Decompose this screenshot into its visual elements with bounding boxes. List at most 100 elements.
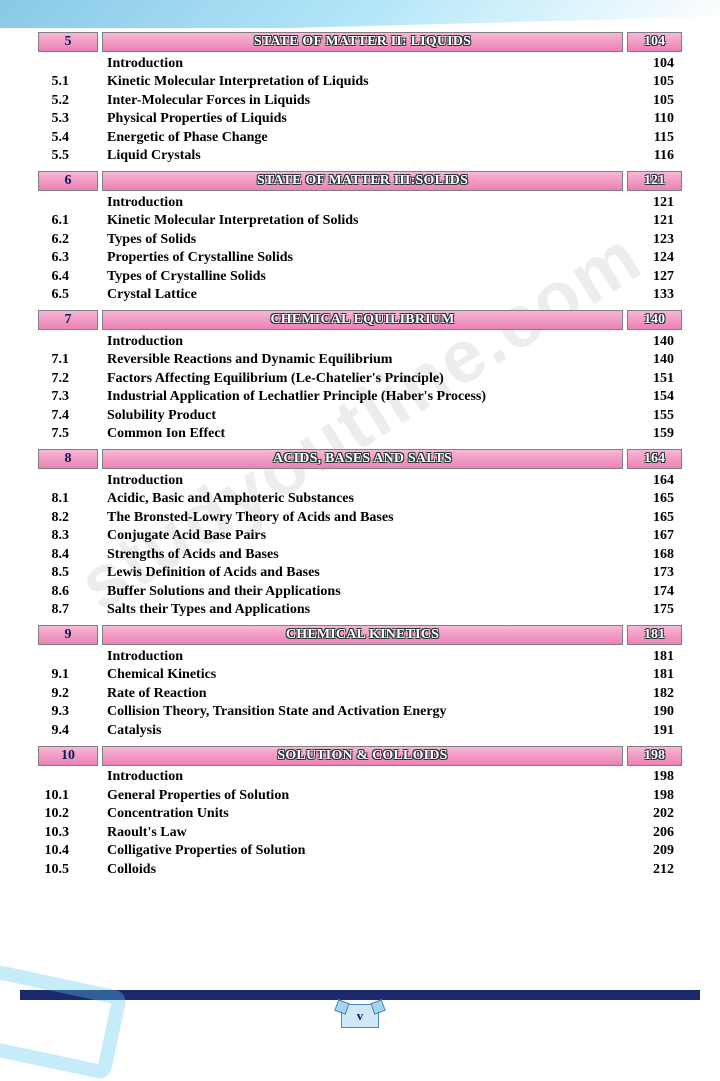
toc-row: 9.1Chemical Kinetics181 [38,666,682,685]
toc-row: 8.1Acidic, Basic and Amphoteric Substanc… [38,490,682,509]
toc-section-number: 5.3 [38,110,83,128]
toc-row: Introduction164 [38,471,682,490]
toc-section-page: 173 [632,564,682,582]
chapter-header: 9CHEMICAL KINETICS181 [38,625,682,645]
toc-row: 5.3Physical Properties of Liquids110 [38,110,682,129]
toc-row: Introduction140 [38,332,682,351]
toc-section-title: Solubility Product [83,407,632,425]
toc-section-title: Industrial Application of Lechatlier Pri… [83,388,632,406]
toc-section-page: 165 [632,509,682,527]
toc-section-number: 10.5 [38,861,83,879]
toc-section-title: Colligative Properties of Solution [83,842,632,860]
toc-section-page: 182 [632,685,682,703]
toc-section-title: Rate of Reaction [83,685,632,703]
toc-section-title: Introduction [83,194,632,212]
toc-row: 8.6Buffer Solutions and their Applicatio… [38,582,682,601]
toc-section-title: Factors Affecting Equilibrium (Le-Chatel… [83,370,632,388]
toc-section-number: 9.2 [38,685,83,703]
chapter-number-box: 8 [38,449,98,469]
toc-section-page: 198 [632,768,682,786]
toc-section-page: 168 [632,546,682,564]
chapter-title-box: SOLUTION & COLLOIDS [102,746,623,766]
toc-section-title: Introduction [83,55,632,73]
toc-section-title: Conjugate Acid Base Pairs [83,527,632,545]
toc-section-number: 9.3 [38,703,83,721]
chapter-header: 10SOLUTION & COLLOIDS198 [38,746,682,766]
toc-section-number: 8.2 [38,509,83,527]
toc-section-title: Types of Solids [83,231,632,249]
toc-section-page: 165 [632,490,682,508]
toc-section-number: 6.2 [38,231,83,249]
toc-row: 9.2Rate of Reaction182 [38,684,682,703]
toc-row: 5.2Inter-Molecular Forces in Liquids105 [38,91,682,110]
toc-section-number: 10.1 [38,787,83,805]
toc-row: 10.4Colligative Properties of Solution20… [38,842,682,861]
chapter-number-box: 7 [38,310,98,330]
toc-section-title: Acidic, Basic and Amphoteric Substances [83,490,632,508]
chapter-title-box: CHEMICAL EQUILIBRIUM [102,310,623,330]
toc-section-page: 105 [632,92,682,110]
toc-content: 5STATE OF MATTER II: LIQUIDS104Introduct… [38,32,682,885]
chapter-page-box: 121 [627,171,682,191]
chapter-page-box: 198 [627,746,682,766]
toc-row: 9.3Collision Theory, Transition State an… [38,703,682,722]
toc-section-title: The Bronsted-Lowry Theory of Acids and B… [83,509,632,527]
toc-section-page: 167 [632,527,682,545]
toc-section-number: 6.5 [38,286,83,304]
toc-section-number: 9.1 [38,666,83,684]
toc-section-page: 140 [632,351,682,369]
toc-row: 10.1General Properties of Solution198 [38,786,682,805]
toc-row: Introduction121 [38,193,682,212]
toc-section-number: 6.4 [38,268,83,286]
toc-section-page: 190 [632,703,682,721]
toc-section-number: 8.7 [38,601,83,619]
toc-section-page: 159 [632,425,682,443]
toc-row: 7.3Industrial Application of Lechatlier … [38,388,682,407]
toc-section-page: 174 [632,583,682,601]
chapter-title-box: ACIDS, BASES AND SALTS [102,449,623,469]
toc-row: 7.1Reversible Reactions and Dynamic Equi… [38,351,682,370]
toc-section-page: 155 [632,407,682,425]
toc-section-page: 181 [632,648,682,666]
toc-section-page: 206 [632,824,682,842]
toc-section-number: 10.2 [38,805,83,823]
toc-section-number: 8.1 [38,490,83,508]
toc-row: 6.2Types of Solids123 [38,230,682,249]
toc-section-page: 133 [632,286,682,304]
toc-section-number: 7.2 [38,370,83,388]
toc-section-number: 6.3 [38,249,83,267]
toc-section-title: Crystal Lattice [83,286,632,304]
toc-section-page: 127 [632,268,682,286]
toc-row: 8.5Lewis Definition of Acids and Bases17… [38,564,682,583]
toc-row: 6.3Properties of Crystalline Solids124 [38,249,682,268]
toc-section-title: General Properties of Solution [83,787,632,805]
toc-section-number: 7.4 [38,407,83,425]
chapter-header: 6STATE OF MATTER III:SOLIDS121 [38,171,682,191]
toc-row: 5.1Kinetic Molecular Interpretation of L… [38,73,682,92]
chapter-page-box: 104 [627,32,682,52]
toc-section-page: 104 [632,55,682,73]
toc-row: 10.3Raoult's Law206 [38,823,682,842]
toc-section-number: 8.3 [38,527,83,545]
page-number: v [357,1008,364,1024]
toc-section-page: 140 [632,333,682,351]
section-gap [38,879,682,885]
toc-section-title: Properties of Crystalline Solids [83,249,632,267]
chapter-page-box: 181 [627,625,682,645]
toc-section-number: 6.1 [38,212,83,230]
toc-row: 6.1Kinetic Molecular Interpretation of S… [38,212,682,231]
toc-section-page: 110 [632,110,682,128]
chapter-title-box: STATE OF MATTER II: LIQUIDS [102,32,623,52]
toc-section-title: Reversible Reactions and Dynamic Equilib… [83,351,632,369]
toc-section-title: Introduction [83,768,632,786]
toc-row: 10.5Colloids212 [38,860,682,879]
chapter-title-box: STATE OF MATTER III:SOLIDS [102,171,623,191]
toc-section-number: 8.5 [38,564,83,582]
toc-section-page: 121 [632,194,682,212]
toc-section-title: Introduction [83,648,632,666]
chapter-number-box: 5 [38,32,98,52]
bottom-left-decoration [0,961,128,1080]
top-decoration [0,0,720,28]
toc-section-title: Lewis Definition of Acids and Bases [83,564,632,582]
toc-row: 9.4Catalysis191 [38,721,682,740]
